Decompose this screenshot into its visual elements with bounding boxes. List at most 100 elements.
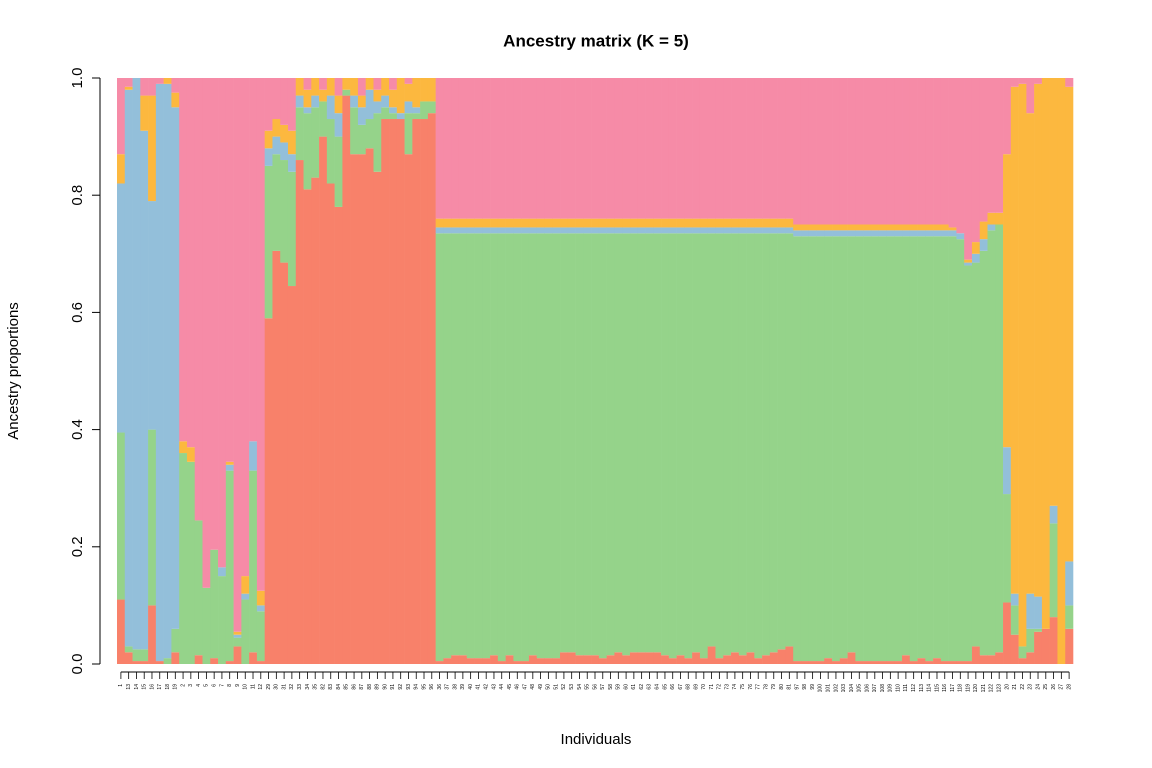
bar-segment	[381, 119, 390, 664]
bar-segment	[389, 119, 398, 664]
bar-segment	[451, 218, 460, 228]
x-tick-label: 1	[118, 684, 124, 687]
bar-segment	[319, 78, 328, 90]
x-tick-label: 113	[919, 684, 925, 692]
x-tick-label: 63	[647, 684, 653, 690]
bar-segment	[342, 95, 351, 664]
bar-segment	[894, 661, 903, 664]
x-tick-label: 98	[802, 684, 808, 690]
bar-segment	[218, 78, 227, 568]
bar-segment	[443, 78, 452, 219]
bar-segment	[614, 652, 623, 664]
bar-segment	[186, 461, 196, 664]
x-tick-label: 20	[1004, 684, 1010, 690]
bar-segment	[560, 78, 569, 219]
bar-segment	[909, 224, 918, 231]
bar-segment	[225, 461, 234, 465]
bar-segment	[606, 78, 615, 219]
bar-segment	[863, 661, 872, 664]
bar-segment	[396, 78, 405, 114]
bar-segment	[575, 655, 584, 664]
x-tick-label: 89	[375, 684, 381, 690]
bar-segment	[964, 259, 973, 263]
bar-segment	[777, 233, 786, 650]
bar-segment	[676, 218, 685, 228]
x-tick-label: 56	[592, 684, 598, 690]
bar-segment	[264, 318, 273, 664]
bar-segment	[357, 154, 367, 664]
x-tick-label: 34	[305, 684, 311, 690]
bar-segment	[692, 78, 701, 219]
bar-segment	[233, 631, 242, 635]
x-tick-label: 43	[491, 684, 497, 690]
bar-segment	[552, 227, 561, 234]
bar-segment	[179, 78, 188, 442]
bar-segment	[505, 78, 514, 219]
bar-segment	[614, 227, 623, 234]
bar-segment	[816, 236, 825, 662]
bar-segment	[210, 549, 219, 659]
bar-segment	[870, 224, 879, 231]
x-tick-label: 42	[484, 684, 490, 690]
bar-segment	[870, 661, 879, 664]
bar-segment	[202, 587, 211, 664]
bar-segment	[513, 218, 522, 228]
bar-segment	[389, 89, 398, 108]
bar-segment	[373, 101, 382, 114]
bar-segment	[715, 233, 724, 659]
bar-segment	[435, 218, 444, 228]
bar-segment	[435, 661, 444, 664]
x-tick-label: 11	[250, 684, 256, 689]
x-tick-label: 95	[421, 684, 427, 690]
bar-segment	[505, 218, 514, 228]
bar-segment	[1049, 523, 1058, 618]
bar-segment	[303, 113, 312, 190]
bar-segment	[699, 227, 708, 234]
x-tick-label: 18	[165, 684, 171, 690]
x-tick-label: 55	[585, 684, 591, 690]
bar-segment	[202, 78, 211, 588]
bar-segment	[218, 576, 227, 664]
bar-segment	[948, 236, 957, 662]
bar-segment	[886, 236, 895, 662]
bar-segment	[256, 611, 265, 662]
bar-segment	[1018, 646, 1027, 659]
x-tick-label: 86	[351, 684, 357, 690]
bar-segment	[1018, 658, 1027, 664]
bar-segment	[233, 637, 242, 647]
bar-segment	[839, 236, 848, 659]
bar-segment	[839, 230, 848, 237]
bar-segment	[1003, 154, 1012, 448]
bar-segment	[878, 661, 887, 664]
bar-segment	[396, 113, 405, 120]
bar-segment	[723, 218, 732, 228]
bar-segment	[762, 655, 771, 664]
bar-segment	[295, 95, 304, 108]
x-tick-label: 108	[880, 684, 886, 693]
bar-segment	[264, 78, 273, 131]
bar-segment	[474, 658, 483, 664]
x-tick-label: 17	[157, 684, 163, 690]
y-tick-label: 1.0	[69, 68, 86, 89]
x-tick-label: 10	[243, 684, 249, 690]
bar-segment	[832, 661, 841, 664]
bar-segment	[1041, 78, 1050, 629]
x-tick-label: 94	[414, 684, 420, 690]
bar-segment	[661, 227, 670, 234]
bar-segment	[171, 92, 180, 108]
x-tick-label: 105	[857, 684, 863, 693]
bar-segment	[769, 652, 778, 664]
bar-segment	[614, 78, 623, 219]
bar-segment	[878, 230, 887, 237]
bar-segment	[855, 661, 864, 664]
x-tick-label: 64	[655, 684, 661, 690]
bar-segment	[940, 230, 949, 237]
bar-segment	[902, 230, 911, 237]
bar-segment	[132, 78, 141, 650]
bar-segment	[1026, 652, 1035, 664]
bar-segment	[731, 78, 740, 219]
bar-segment	[684, 78, 693, 219]
bar-segment	[505, 227, 514, 234]
bar-segment	[800, 236, 810, 662]
